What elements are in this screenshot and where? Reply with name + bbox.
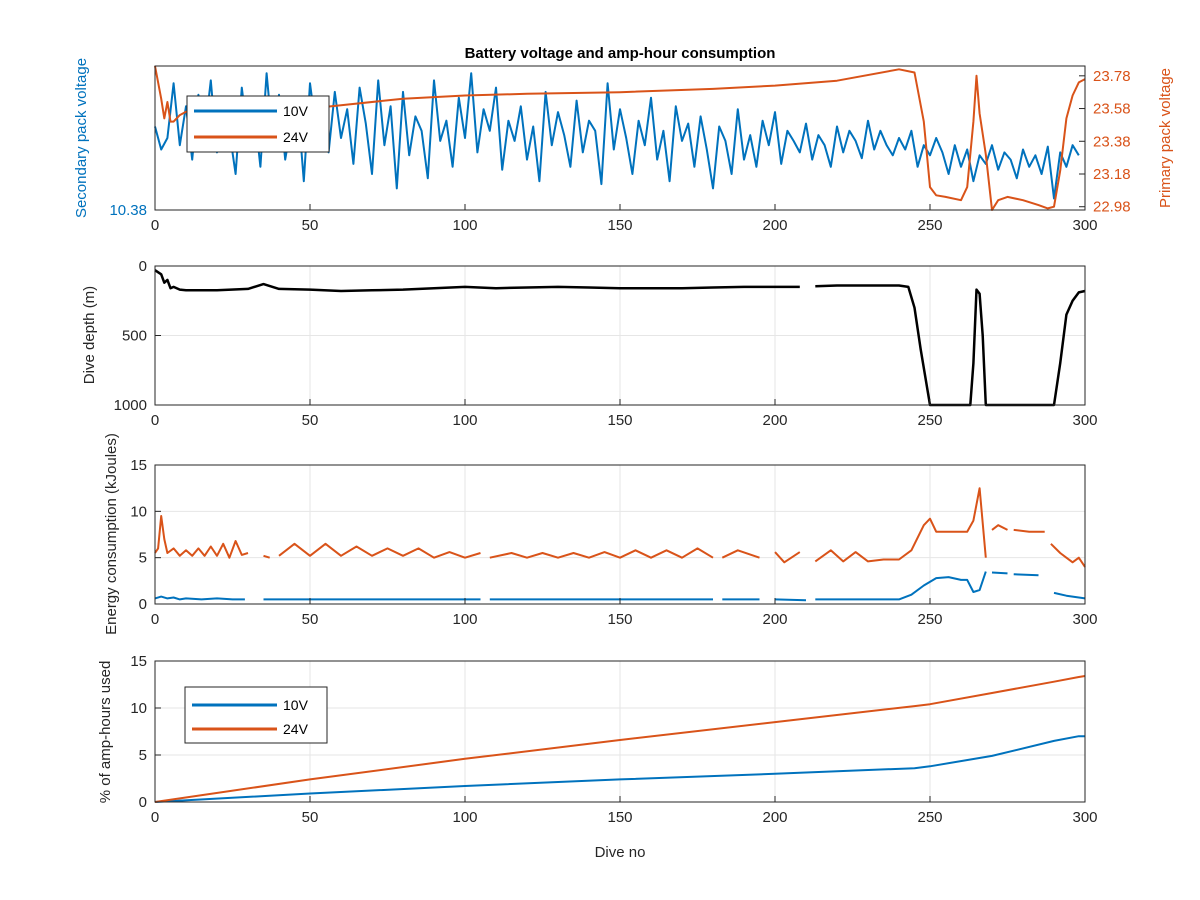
x-tick-label: 250 <box>917 611 942 628</box>
x-tick-label: 250 <box>917 217 942 234</box>
y-tick-label: 5 <box>139 747 147 764</box>
y-tick-label: 10.38 <box>109 202 147 219</box>
x-tick-label: 200 <box>762 611 787 628</box>
y-tick-label: 5 <box>139 550 147 567</box>
x-tick-label: 50 <box>302 809 319 826</box>
x-tick-label: 200 <box>762 412 787 429</box>
x-tick-label: 300 <box>1072 809 1097 826</box>
series-line <box>154 269 1086 407</box>
x-tick-label: 0 <box>151 412 159 429</box>
x-tick-label: 150 <box>607 809 632 826</box>
y-tick-label: 10 <box>130 503 147 520</box>
y-tick-label: 22.98 <box>1093 199 1131 216</box>
y-tick-label: 15 <box>130 457 147 474</box>
y-tick-label: 23.78 <box>1093 68 1131 85</box>
legend-top: 10V 24V <box>186 95 330 153</box>
energy-panel: 0 50 100 150 200 250 300 0 5 10 15 Energy consump… <box>103 433 1098 635</box>
x-tick-label: 300 <box>1072 217 1097 234</box>
x-tick-label: 0 <box>151 217 159 234</box>
y-tick-label: 23.58 <box>1093 101 1131 118</box>
dive-depth-panel: 0 50 100 150 200 250 300 0 500 1000 Dive depth (… <box>81 258 1098 429</box>
x-tick-label: 0 <box>151 809 159 826</box>
series-line-10v <box>154 735 1085 803</box>
x-tick-label: 150 <box>607 611 632 628</box>
legend-label-24v: 24V <box>283 721 309 737</box>
y-tick-label: 15 <box>130 653 147 670</box>
x-tick-label: 200 <box>762 217 787 234</box>
y-tick-label: 0 <box>139 794 147 811</box>
series-line-24v <box>154 65 1086 211</box>
x-tick-label: 50 <box>302 611 319 628</box>
energy-y-axis-label: Energy consumption (kJoules) <box>103 433 120 635</box>
right-y-axis-label: Primary pack voltage <box>1157 68 1174 208</box>
x-tick-label: 250 <box>917 809 942 826</box>
x-tick-label: 100 <box>452 412 477 429</box>
y-tick-label: 0 <box>139 596 147 613</box>
x-tick-label: 100 <box>452 809 477 826</box>
x-tick-label: 200 <box>762 809 787 826</box>
x-tick-label: 150 <box>607 217 632 234</box>
series-line-24v <box>154 675 1086 803</box>
legend-label-10v: 10V <box>283 103 309 119</box>
x-tick-label: 50 <box>302 412 319 429</box>
x-tick-label: 50 <box>302 217 319 234</box>
legend-label-10v: 10V <box>283 697 309 713</box>
x-tick-label: 0 <box>151 611 159 628</box>
left-y-axis-label: Secondary pack voltage <box>73 58 90 218</box>
legend-box <box>186 95 330 153</box>
x-axis-label: Dive no <box>595 844 646 861</box>
x-tick-label: 250 <box>917 412 942 429</box>
y-tick-label: 23.38 <box>1093 133 1131 150</box>
x-tick-label: 100 <box>452 217 477 234</box>
y-tick-label: 10 <box>130 700 147 717</box>
x-tick-label: 100 <box>452 611 477 628</box>
legend-bottom: 10V 24V <box>184 686 328 744</box>
y-tick-label: 500 <box>122 328 147 345</box>
amp-hours-panel: 0 50 100 150 200 250 300 0 5 10 15 % of amp-hours… <box>97 653 1098 861</box>
legend-label-24v: 24V <box>283 129 309 145</box>
series-line <box>154 487 1086 568</box>
x-tick-label: 150 <box>607 412 632 429</box>
y-tick-label: 0 <box>139 258 147 275</box>
x-tick-label: 300 <box>1072 412 1097 429</box>
voltage-panel: Battery voltage and amp-hour consumption… <box>73 45 1174 234</box>
amp-hours-y-axis-label: % of amp-hours used <box>97 661 114 804</box>
chart-title: Battery voltage and amp-hour consumption <box>465 45 776 62</box>
y-tick-label: 23.18 <box>1093 166 1131 183</box>
x-tick-label: 300 <box>1072 611 1097 628</box>
depth-y-axis-label: Dive depth (m) <box>81 286 98 384</box>
y-tick-label: 1000 <box>114 397 147 414</box>
legend-box <box>184 686 328 744</box>
